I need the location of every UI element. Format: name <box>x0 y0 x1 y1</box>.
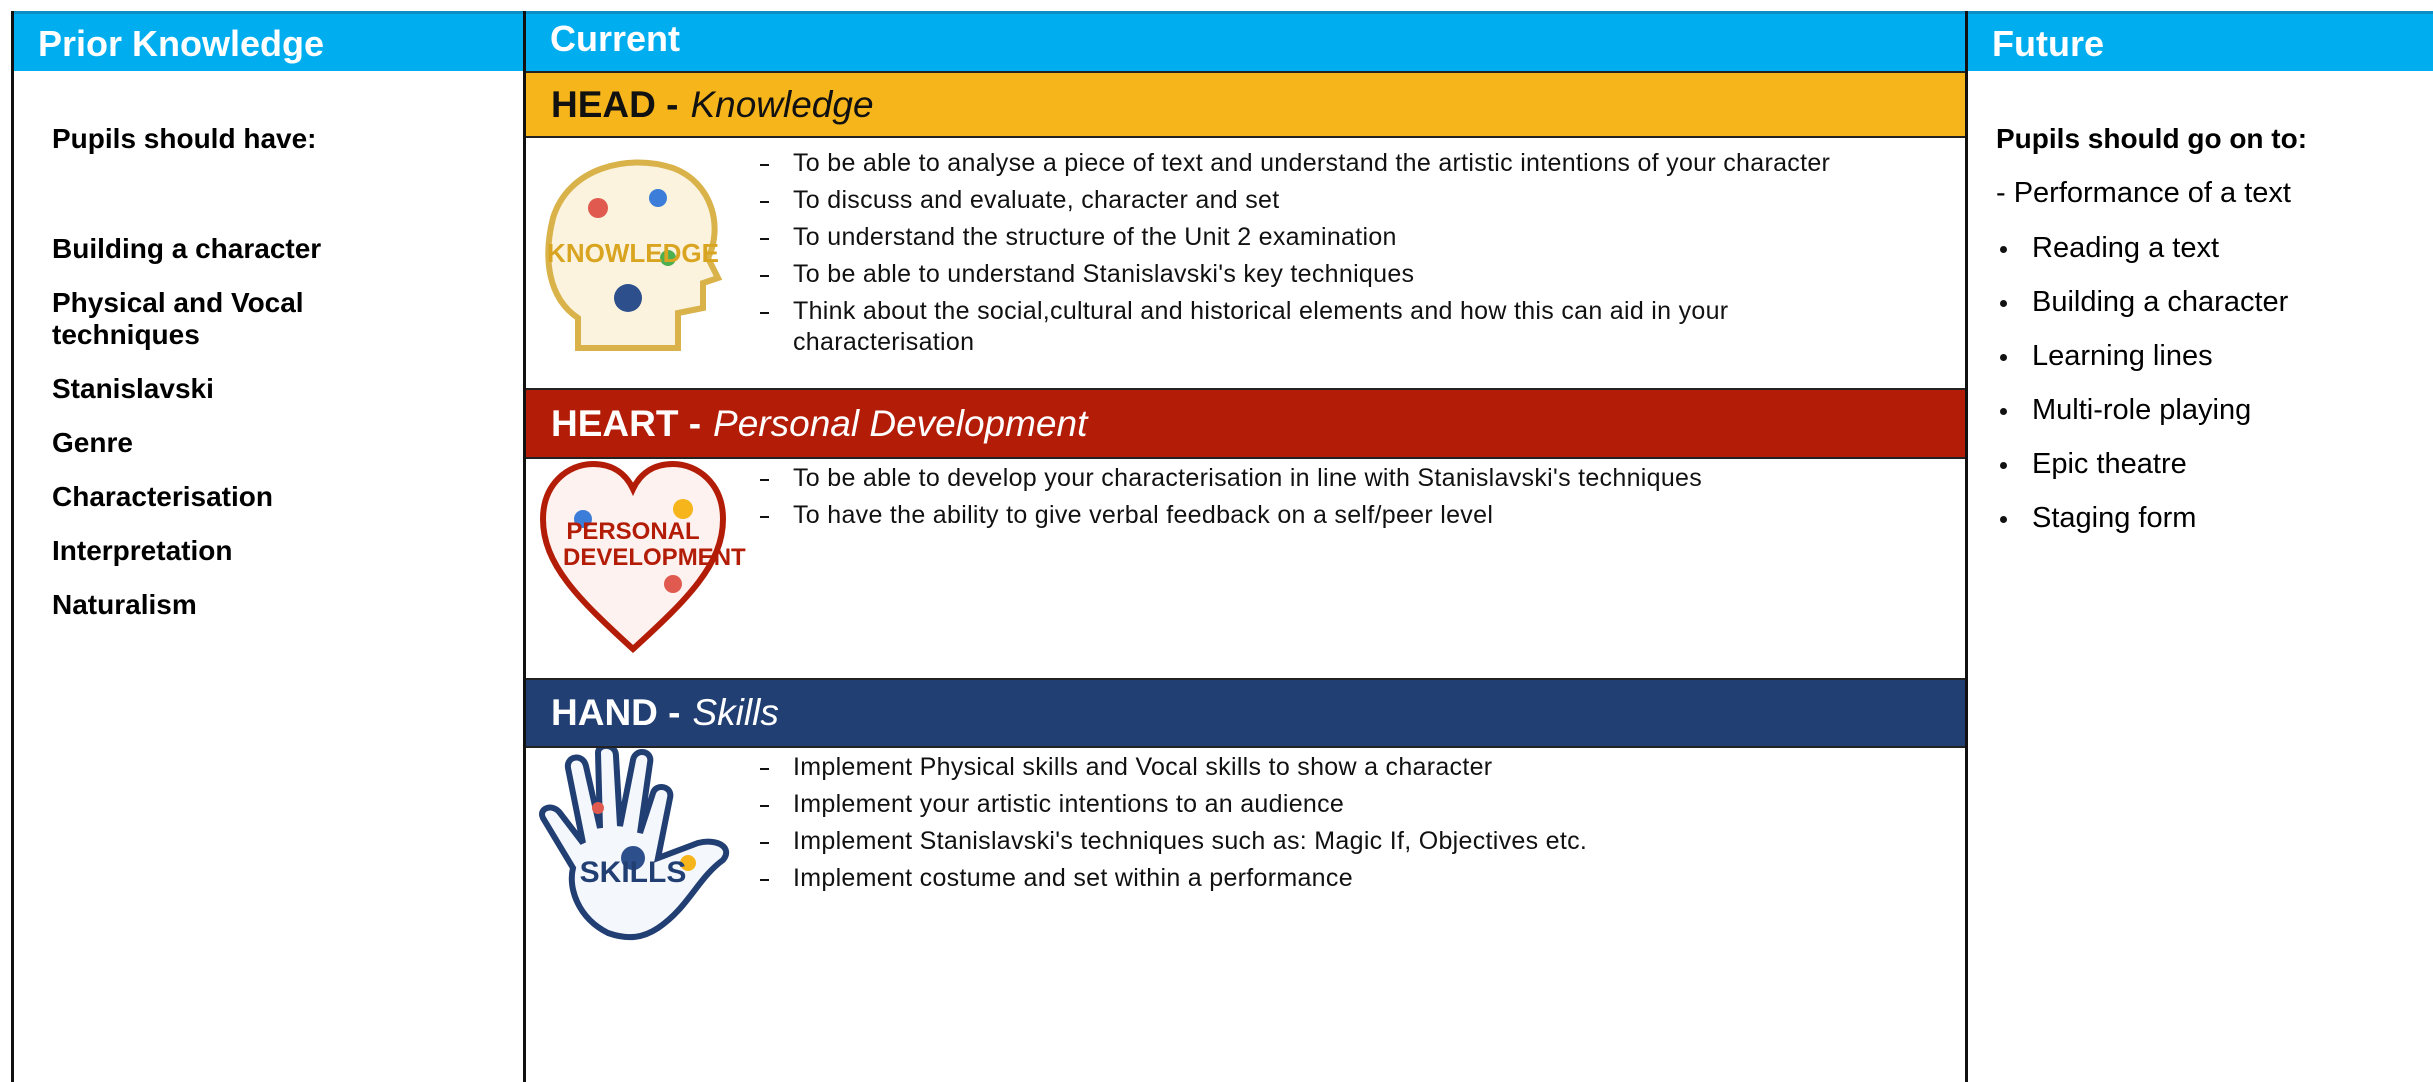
bullet-item: Implement costume and set within a perfo… <box>758 863 1898 894</box>
bullet-item: To have the ability to give verbal feedb… <box>758 500 1898 531</box>
future-text: Multi-role playing <box>2032 394 2252 426</box>
icon-label: KNOWLEDGE <box>547 238 719 268</box>
bullet-dot <box>2000 516 2007 523</box>
section-content: KNOWLEDGE To be able to analyse a piece … <box>526 138 1965 388</box>
future-intro: - Performance of a text <box>1996 177 2291 209</box>
bullet-dot <box>2000 408 2007 415</box>
bullet-text: Think about the social,cultural and hist… <box>793 297 1729 356</box>
prior-item: Stanislavski <box>52 373 214 404</box>
bullet-item: Implement your artistic intentions to an… <box>758 789 1898 820</box>
bullet-text: To discuss and evaluate, character and s… <box>793 186 1280 214</box>
section-bar: HEAD - Knowledge <box>526 71 1965 138</box>
future-text: Learning lines <box>2032 340 2213 372</box>
section-bar: HAND - Skills <box>526 678 1965 748</box>
dash-marker <box>760 879 769 881</box>
bullet-item: Implement Physical skills and Vocal skil… <box>758 752 1898 783</box>
prior-item: Interpretation <box>52 535 233 566</box>
bullet-text: To be able to develop your characterisat… <box>793 464 1703 492</box>
section-label: HAND - <box>551 692 681 733</box>
future-text: Epic theatre <box>2032 448 2187 480</box>
section-sublabel: Skills <box>692 692 779 733</box>
dash-marker <box>760 238 769 240</box>
bullet-text: Implement costume and set within a perfo… <box>793 864 1353 892</box>
dash-marker <box>760 164 769 166</box>
future-text: Staging form <box>2032 502 2197 534</box>
dash-marker <box>760 201 769 203</box>
future-column: Future Pupils should go on to: - Perform… <box>1968 11 2433 1082</box>
bullet-text: Implement Physical skills and Vocal skil… <box>793 753 1493 781</box>
future-list: Reading a text Building a character Learni… <box>1996 231 2288 555</box>
heart-icon: PERSONAL DEVELOPMENT <box>538 459 746 674</box>
hand-icon: SKILLS <box>538 742 730 963</box>
future-heading: Pupils should go on to: <box>1996 123 2308 154</box>
prior-item: Naturalism <box>52 589 197 620</box>
icon-label: PERSONAL DEVELOPMENT <box>563 518 746 571</box>
bullet-dot <box>2000 246 2007 253</box>
future-text: Building a character <box>2032 286 2289 318</box>
prior-item: Building a character <box>52 233 322 264</box>
bullet-dot <box>2000 354 2007 361</box>
bullet-dot <box>2000 462 2007 469</box>
future-item: Building a character <box>1996 285 2288 319</box>
bullet-text: To understand the structure of the Unit … <box>793 223 1397 251</box>
bullet-text: Implement your artistic intentions to an… <box>793 790 1345 818</box>
bullet-item: To be able to develop your characterisat… <box>758 463 1898 494</box>
section-bar: HEART - Personal Development <box>526 388 1965 459</box>
heart-section: HEART - Personal Development PERSONAL DEV… <box>526 388 1965 678</box>
current-column: Current HEAD - Knowledge KNOWLEDGE To be … <box>523 11 1968 1082</box>
column-header: Prior Knowledge <box>14 11 523 71</box>
future-item: Staging form <box>1996 501 2288 535</box>
future-text: Reading a text <box>2032 232 2220 264</box>
prior-item: Genre <box>52 427 133 458</box>
bullet-item: To discuss and evaluate, character and s… <box>758 185 1898 216</box>
icon-label: SKILLS <box>579 856 687 889</box>
hand-section: HAND - Skills SKILLS Implement Physical s… <box>526 678 1965 1082</box>
bullet-text: To be able to understand Stanislavski's … <box>793 260 1415 288</box>
column-header: Future <box>1968 11 2433 71</box>
dash-marker <box>760 516 769 518</box>
bullet-item: To understand the structure of the Unit … <box>758 222 1898 253</box>
dash-marker <box>760 275 769 277</box>
future-item: Reading a text <box>1996 231 2288 265</box>
prior-column: Prior Knowledge Pupils should have: Buil… <box>11 11 523 1082</box>
dash-marker <box>760 479 769 481</box>
bullet-text: Implement Stanislavski's techniques such… <box>793 827 1588 855</box>
section-label: HEART - <box>551 402 702 444</box>
dash-marker <box>760 312 769 314</box>
bullet-item: Think about the social,cultural and hist… <box>758 296 1898 358</box>
dash-marker <box>760 842 769 844</box>
section-content: SKILLS Implement Physical skills and Voc… <box>526 742 1965 1082</box>
future-item: Epic theatre <box>1996 447 2288 481</box>
prior-item: Physical and Vocal techniques <box>52 287 304 350</box>
bullet-list: To be able to develop your characterisat… <box>758 463 1898 537</box>
bullet-text: To be able to analyse a piece of text an… <box>793 149 1831 177</box>
bullet-item: To be able to understand Stanislavski's … <box>758 259 1898 290</box>
bullet-text: To have the ability to give verbal feedb… <box>793 501 1494 529</box>
future-item: Learning lines <box>1996 339 2288 373</box>
bullet-list: Implement Physical skills and Vocal skil… <box>758 752 1898 900</box>
column-header: Current <box>526 11 1965 71</box>
bullet-dot <box>2000 300 2007 307</box>
bullet-item: To be able to analyse a piece of text an… <box>758 148 1898 179</box>
prior-item: Characterisation <box>52 481 273 512</box>
section-sublabel: Personal Development <box>713 402 1088 444</box>
section-sublabel: Knowledge <box>690 83 874 125</box>
bullet-list: To be able to analyse a piece of text an… <box>758 148 1898 364</box>
head-section: HEAD - Knowledge KNOWLEDGE To be able to … <box>526 71 1965 388</box>
section-content: PERSONAL DEVELOPMENT To be able to devel… <box>526 459 1965 678</box>
future-item: Multi-role playing <box>1996 393 2288 427</box>
bullet-item: Implement Stanislavski's techniques such… <box>758 826 1898 857</box>
section-label: HEAD - <box>551 83 679 125</box>
dash-marker <box>760 768 769 770</box>
prior-heading: Pupils should have: <box>52 123 317 154</box>
prior-list: Building a character Physical and Vocal t… <box>52 233 362 643</box>
dash-marker <box>760 805 769 807</box>
knowledge-icon: KNOWLEDGE <box>538 148 728 363</box>
